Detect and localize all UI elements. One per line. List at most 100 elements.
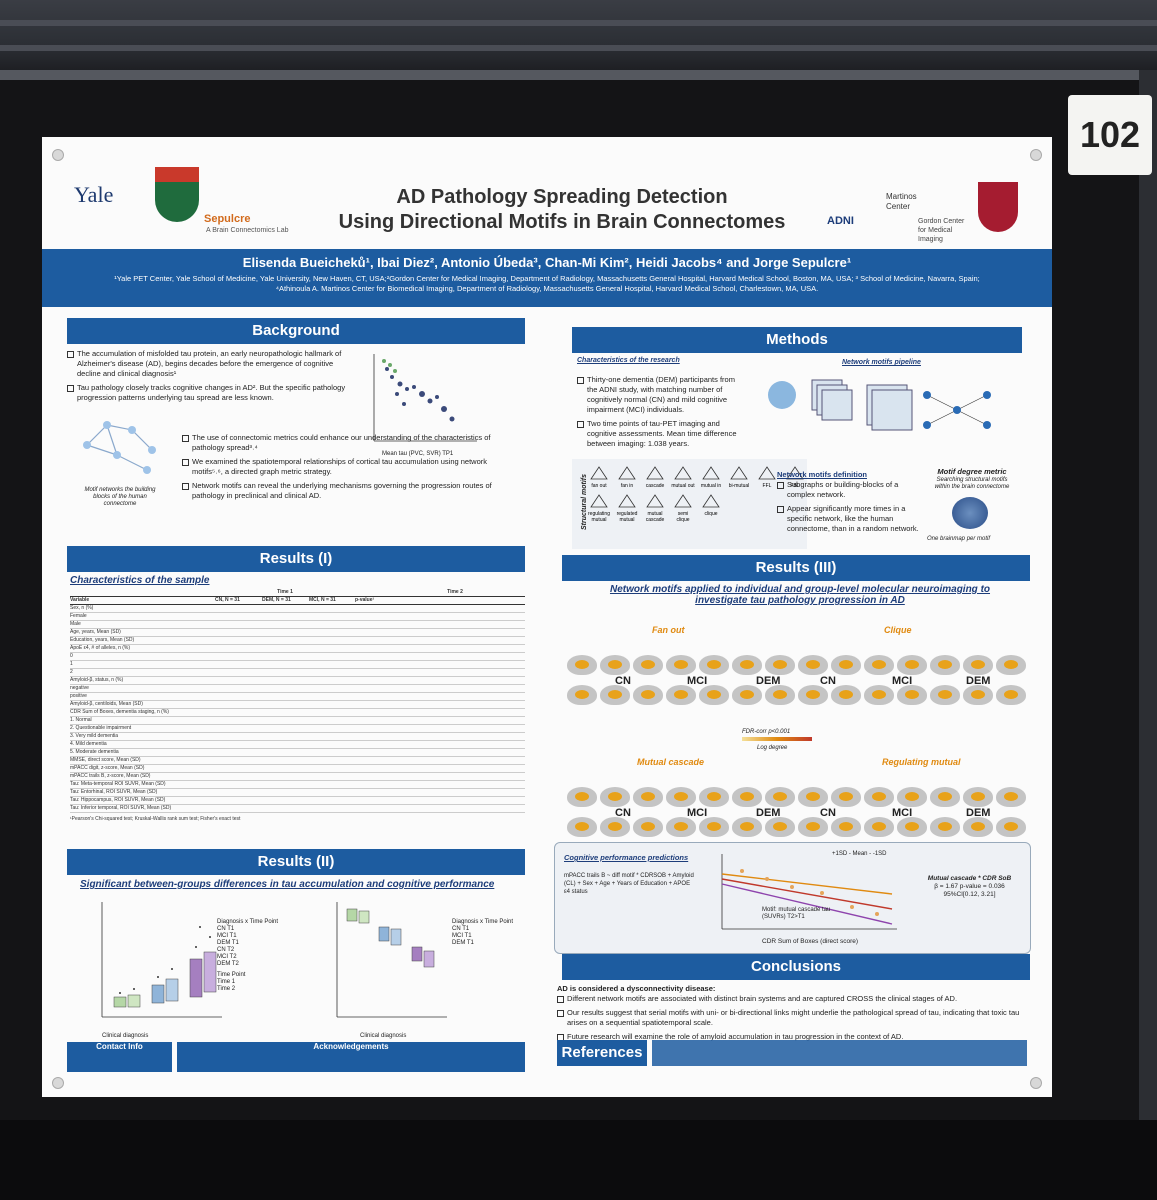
brain-map-icon <box>798 655 828 675</box>
table-row: Amyloid-β, status, n (%) <box>70 677 525 685</box>
table-column-row: Variable CN, N = 31 DEM, N = 31 MCI, N =… <box>70 597 525 605</box>
gordon-logo: Gordon Center for Medical Imaging <box>918 218 965 243</box>
table-row: 2. Questionable impairment <box>70 725 525 733</box>
background-text-1: The accumulation of misfolded tau protei… <box>67 349 347 407</box>
brain-row-cascade-medial <box>567 817 1026 837</box>
brain-map-icon <box>864 787 894 807</box>
motif-triangle-icon <box>646 494 664 508</box>
group-label-mci-2: MCI <box>892 675 913 687</box>
brain-map-icon <box>699 685 729 705</box>
brain-row-fanout <box>567 655 1026 675</box>
brain-map-icon <box>930 685 960 705</box>
ceiling-beam <box>0 20 1157 26</box>
brain-map-icon <box>996 817 1026 837</box>
group-label-dem-3: DEM <box>756 807 781 819</box>
cog-legend: +1SD - Mean - -1SD <box>832 851 887 857</box>
conclusions-lead: AD is considered a dysconnectivity disea… <box>557 984 716 993</box>
results3-subtitle: Network motifs applied to individual and… <box>609 584 991 606</box>
brain-map-icon <box>897 685 927 705</box>
legend-title: Diagnosis x Time Point <box>217 919 279 925</box>
brain-map-icon <box>831 817 861 837</box>
cog-title: Cognitive performance predictions <box>564 853 689 862</box>
cog-model: mPACC trails B ~ diff motif * CDRSOB + A… <box>564 873 694 895</box>
legend-items: CN T1 MCI T1 DEM T1 CN T2 MCI T2 DEM T2 <box>217 926 278 968</box>
brain-map-icon <box>930 655 960 675</box>
background-header: Background <box>67 318 525 344</box>
affiliations: ¹Yale PET Center, Yale School of Medicin… <box>114 274 980 293</box>
boxplot-legend: Diagnosis x Time Point CN T1 MCI T1 DEM T1… <box>217 919 278 993</box>
mpacc-legend-title: Diagnosis x Time Point <box>452 919 514 925</box>
motif-definition: Network motifs definition Subgraphs or b… <box>777 470 927 538</box>
motif-label: bi-mutual <box>728 483 750 489</box>
contact-info-box: Contact Info <box>67 1042 172 1072</box>
table-row: 3. Very mild dementia <box>70 733 525 741</box>
colorbar <box>742 737 812 741</box>
table-row: 2 <box>70 669 525 677</box>
brain-map-icon <box>798 817 828 837</box>
methods-sub-1: Characteristics of the research <box>577 357 680 364</box>
motif-triangle-icon <box>730 466 748 480</box>
brain-map-icon <box>996 685 1026 705</box>
brain-map-icon <box>567 685 597 705</box>
brain-map-icon <box>666 817 696 837</box>
table-col-dem: DEM, N = 31 <box>262 597 291 603</box>
brain-map-icon <box>930 817 960 837</box>
boxplot-xlabel: Clinical diagnosis <box>102 1033 149 1039</box>
structural-motifs-panel <box>572 459 807 549</box>
mpacc-boxplot <box>336 902 447 1018</box>
brain-map-icon <box>864 685 894 705</box>
table-col-p: p-value¹ <box>355 597 375 603</box>
brain-map-icon <box>765 655 795 675</box>
brain-map-icon <box>897 655 927 675</box>
motif-def-1: Subgraphs or building-blocks of a comple… <box>777 480 927 500</box>
motif-item: fan in <box>615 465 639 489</box>
legend-item: MCI T2 <box>217 954 237 960</box>
colorbar-label: FDR-corr p<0.001 <box>742 729 791 735</box>
motif-label: mutual out <box>671 483 695 489</box>
conclusion-1: Different network motifs are associated … <box>557 994 1027 1004</box>
cog-stat-title: Mutual cascade * CDR SoB <box>927 875 1012 882</box>
table-row: Tau: Meta-temporal ROI SUVR, Mean (SD) <box>70 781 525 789</box>
ceiling-beam <box>0 45 1157 51</box>
motif-triangle-icon <box>702 466 720 480</box>
pipeline-diagram <box>768 379 991 431</box>
brain-map-icon <box>633 685 663 705</box>
motif-item: semi clique <box>671 493 695 523</box>
floor <box>0 1120 1157 1200</box>
motif-label: fan out <box>591 483 607 489</box>
motif-label: FFL <box>762 483 772 489</box>
legend-item: DEM T1 <box>217 940 239 946</box>
cognitive-prediction-panel <box>554 842 1031 954</box>
legend-item: CN T1 <box>217 926 235 932</box>
motif-item: mutual out <box>671 465 695 489</box>
lab-logo-sub: A Brain Connectomics Lab <box>206 227 289 234</box>
table-header-row: Time 1 Time 2 <box>70 589 525 597</box>
mpacc-legend-item-1: CN T1 <box>452 926 470 932</box>
brain-map-icon <box>699 787 729 807</box>
poster-header: Yale Sepulcre A Brain Connectomics Lab A… <box>42 137 1052 247</box>
results1-header: Results (I) <box>67 546 525 572</box>
brain-map-icon <box>897 787 927 807</box>
brain-map-icon <box>798 685 828 705</box>
motif-label: semi clique <box>676 511 690 523</box>
motif-label: regulating mutual <box>588 511 610 523</box>
cog-note: Motif: mutual cascade tau (SUVRs) T2>T1 <box>762 907 831 920</box>
motif-item: regulating mutual <box>587 493 611 523</box>
scatter-xlabel: Mean tau (PVC, SVR) TP1 <box>382 451 454 457</box>
brain-map-icon <box>600 655 630 675</box>
motif-triangle-icon <box>590 466 608 480</box>
brain-row-fanout-medial <box>567 685 1026 705</box>
brain-map-icon <box>600 685 630 705</box>
brain-map-icon <box>963 655 993 675</box>
brain-map-icon <box>996 655 1026 675</box>
table-row: Female <box>70 613 525 621</box>
colorbar-sublabel: Log degree <box>757 745 788 751</box>
brain-map-icon <box>831 685 861 705</box>
table-time2-label: Time 2 <box>447 589 463 595</box>
brain-map-icon <box>864 817 894 837</box>
acknowledgements-box: Acknowledgements <box>177 1042 525 1072</box>
references-text-block <box>652 1040 1027 1066</box>
motif-triangle-icon <box>758 466 776 480</box>
group-label-mci-4: MCI <box>892 807 913 819</box>
table-row: 1. Normal <box>70 717 525 725</box>
